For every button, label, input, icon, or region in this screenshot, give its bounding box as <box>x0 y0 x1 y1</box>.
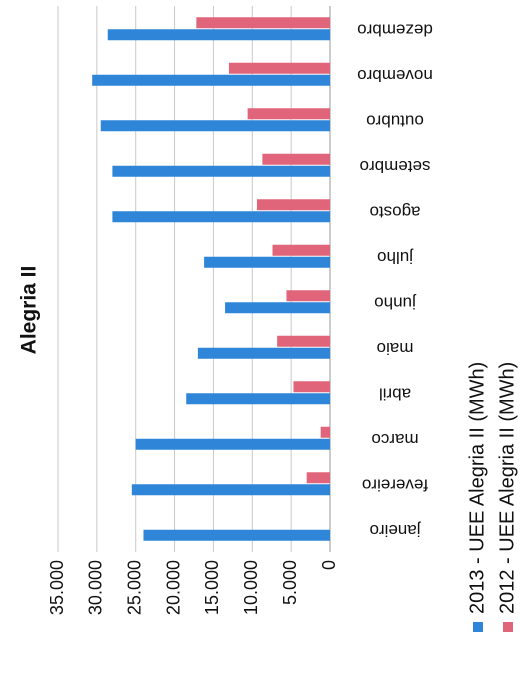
x-tick-label: agosto <box>369 202 420 221</box>
bar <box>107 29 330 41</box>
bar <box>293 381 330 393</box>
y-tick-label: 15.000 <box>202 560 222 615</box>
bar <box>100 120 330 132</box>
bar <box>112 165 331 177</box>
y-tick-label: 25.000 <box>124 560 144 615</box>
bar <box>131 484 330 496</box>
legend-swatch <box>503 622 513 632</box>
legend-label: 2013 - UEE Alegria II (MWh) <box>466 362 488 614</box>
bar <box>143 529 330 541</box>
x-tick-label: abril <box>379 384 411 403</box>
y-tick-label: 0 <box>319 560 339 570</box>
x-tick-label: fevereiro <box>362 475 428 494</box>
bar <box>204 256 330 268</box>
bar <box>272 244 330 256</box>
bar <box>262 153 330 165</box>
bar <box>256 199 330 211</box>
bar <box>286 290 330 302</box>
bar <box>186 393 330 405</box>
x-tick-label: marco <box>371 430 418 449</box>
bar <box>135 438 330 450</box>
bar <box>247 108 330 120</box>
legend-swatch <box>473 622 483 632</box>
legend-label: 2012 - UEE Alegria II (MWh) <box>496 362 518 614</box>
y-tick-label: 35.000 <box>47 560 67 615</box>
bar <box>112 211 331 223</box>
x-tick-label: junho <box>374 293 417 312</box>
y-tick-label: 10.000 <box>241 560 261 615</box>
x-tick-label: janeiro <box>369 521 421 540</box>
chart-title: Alegria II <box>18 266 41 355</box>
bar <box>306 472 330 484</box>
x-tick-label: maio <box>377 339 414 358</box>
y-tick-label: 20.000 <box>163 560 183 615</box>
x-tick-label: julho <box>377 248 414 267</box>
bar <box>225 302 330 314</box>
x-tick-label: dezembro <box>357 20 433 39</box>
bar <box>92 74 331 86</box>
bar <box>228 62 330 74</box>
y-tick-label: 30.000 <box>86 560 106 615</box>
bar <box>196 17 330 29</box>
bar <box>197 347 330 359</box>
bar <box>320 426 330 438</box>
y-tick-label: 5.000 <box>280 560 300 605</box>
bar <box>277 335 330 347</box>
x-tick-label: novembro <box>357 66 433 85</box>
x-tick-label: outubro <box>366 111 424 130</box>
x-tick-label: setembro <box>360 157 431 176</box>
